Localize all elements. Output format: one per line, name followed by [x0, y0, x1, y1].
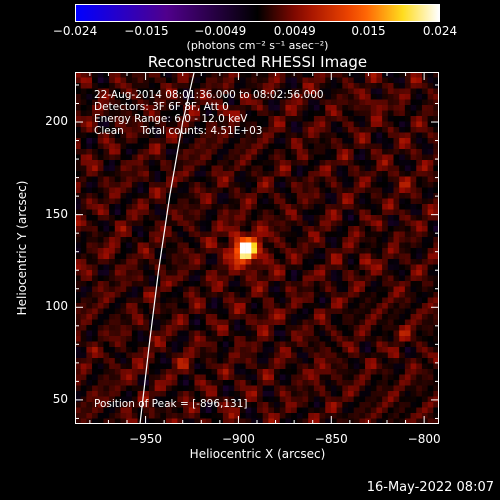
colorbar-tick-label: −0.0049: [194, 24, 247, 38]
colorbar-tick-label: 0.015: [351, 24, 386, 38]
colorbar-tick-label: −0.024: [52, 24, 98, 38]
y-axis-label: Heliocentric Y (arcsec): [15, 180, 29, 316]
info-total-counts: Clean Total counts: 4.51E+03: [94, 125, 263, 137]
info-time-range: 22-Aug-2014 08:01:36.000 to 08:02:56.000: [94, 89, 324, 101]
chart-title: Reconstructed RHESSI Image: [147, 53, 368, 71]
colorbar: [75, 4, 440, 22]
info-energy-range: Energy Range: 6.0 - 12.0 keV: [94, 113, 248, 125]
x-tick-label: −950: [129, 432, 163, 446]
colorbar-tick-label: 0.0049: [273, 24, 316, 38]
footer-timestamp: 16-May-2022 08:07: [366, 480, 494, 495]
x-axis-label: Heliocentric X (arcsec): [189, 447, 326, 461]
colorbar-units: (photons cm⁻² s⁻¹ asec⁻²): [186, 39, 329, 52]
colorbar-tick-label: 0.024: [422, 24, 458, 38]
info-detectors: Detectors: 3F 6F 8F, Att 0: [94, 101, 229, 113]
y-tick-label: 150: [45, 206, 68, 221]
axis-ticks: [75, 72, 439, 424]
x-tick-label: −850: [314, 432, 348, 446]
y-tick-label: 100: [45, 299, 68, 314]
x-tick-label: −800: [407, 432, 441, 446]
plot-area: [75, 72, 439, 424]
solar-limb-line: [139, 72, 195, 424]
y-tick-label: 200: [45, 114, 68, 129]
peak-position-label: Position of Peak = [-896,131]: [94, 398, 248, 410]
x-tick-label: −900: [221, 432, 255, 446]
heatmap-image: [75, 72, 439, 424]
colorbar-tick-label: −0.015: [124, 24, 169, 38]
y-tick-label: 50: [52, 391, 68, 406]
